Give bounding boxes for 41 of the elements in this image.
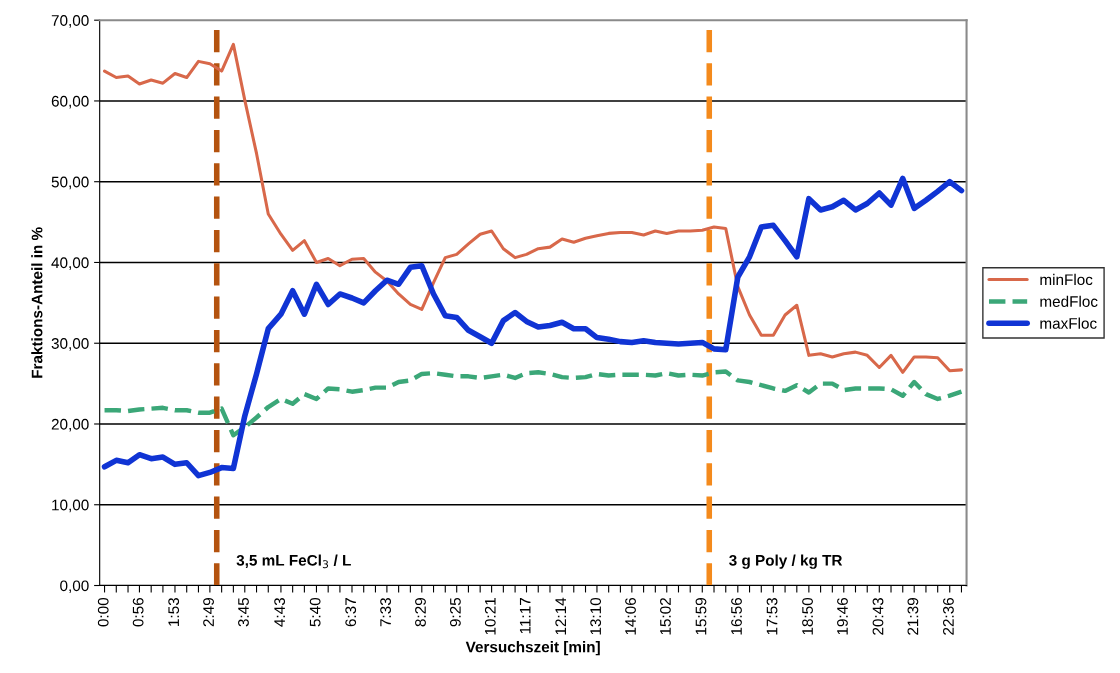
line-series bbox=[103, 42, 963, 374]
legend-label: minFloc bbox=[1040, 273, 1093, 286]
legend-label: maxFloc bbox=[1040, 317, 1097, 329]
x-tick-label: 13:10 bbox=[590, 597, 602, 635]
x-tick-label: 20:43 bbox=[872, 597, 884, 635]
y-tick-label: 60,00 bbox=[51, 95, 89, 109]
x-tick-label: 2:49 bbox=[203, 598, 214, 627]
x-tick-label: 22:36 bbox=[943, 597, 954, 635]
x-tick-label: 1:53 bbox=[168, 597, 180, 626]
x-tick-label: 0:00 bbox=[97, 597, 109, 627]
x-tick-label: 17:53 bbox=[766, 597, 778, 635]
x-tick-label: 14:06 bbox=[625, 597, 636, 635]
x-tick-label: 11:17 bbox=[519, 598, 531, 634]
y-tick-label: 30,00 bbox=[51, 338, 89, 351]
x-tick-label: 6:37 bbox=[345, 598, 357, 627]
ref-line-label: 3,5 mL FeCl$_{3}$ / L bbox=[236, 554, 351, 569]
x-tick-label: 5:40 bbox=[309, 597, 321, 627]
x-axis-title: Versuchszeit [min] bbox=[465, 641, 600, 656]
x-tick-label: 4:43 bbox=[274, 597, 286, 627]
x-tick-label: 18:50 bbox=[802, 597, 813, 635]
y-tick-label: 70,00 bbox=[51, 15, 89, 28]
legend-label: medFloc bbox=[1040, 295, 1098, 307]
x-tick-label: 3:45 bbox=[238, 597, 249, 627]
y-tick-label: 50,00 bbox=[51, 176, 89, 190]
x-tick-label: 12:14 bbox=[555, 597, 566, 635]
x-tick-label: 10:21 bbox=[484, 598, 496, 635]
y-tick-label: 0,00 bbox=[60, 580, 89, 593]
x-tick-label: 15:59 bbox=[695, 598, 707, 635]
x-tick-label: 7:33 bbox=[380, 597, 391, 627]
y-axis-title: Fraktions-Anteil in % bbox=[31, 227, 43, 378]
x-tick-label: 8:29 bbox=[415, 598, 426, 627]
x-tick-label: 9:25 bbox=[449, 597, 461, 627]
ref-line-label: 3 g Poly / kg TR bbox=[729, 554, 843, 569]
x-tick-label: 16:56 bbox=[731, 597, 742, 635]
x-tick-label: 15:02 bbox=[660, 598, 671, 635]
x-tick-label: 19:46 bbox=[837, 597, 848, 635]
x-tick-label: 21:39 bbox=[907, 598, 919, 635]
y-tick-label: 40,00 bbox=[51, 257, 89, 270]
y-tick-label: 20,00 bbox=[51, 418, 89, 432]
y-tick-label: 10,00 bbox=[52, 499, 89, 513]
x-tick-label: 0:56 bbox=[132, 597, 144, 627]
